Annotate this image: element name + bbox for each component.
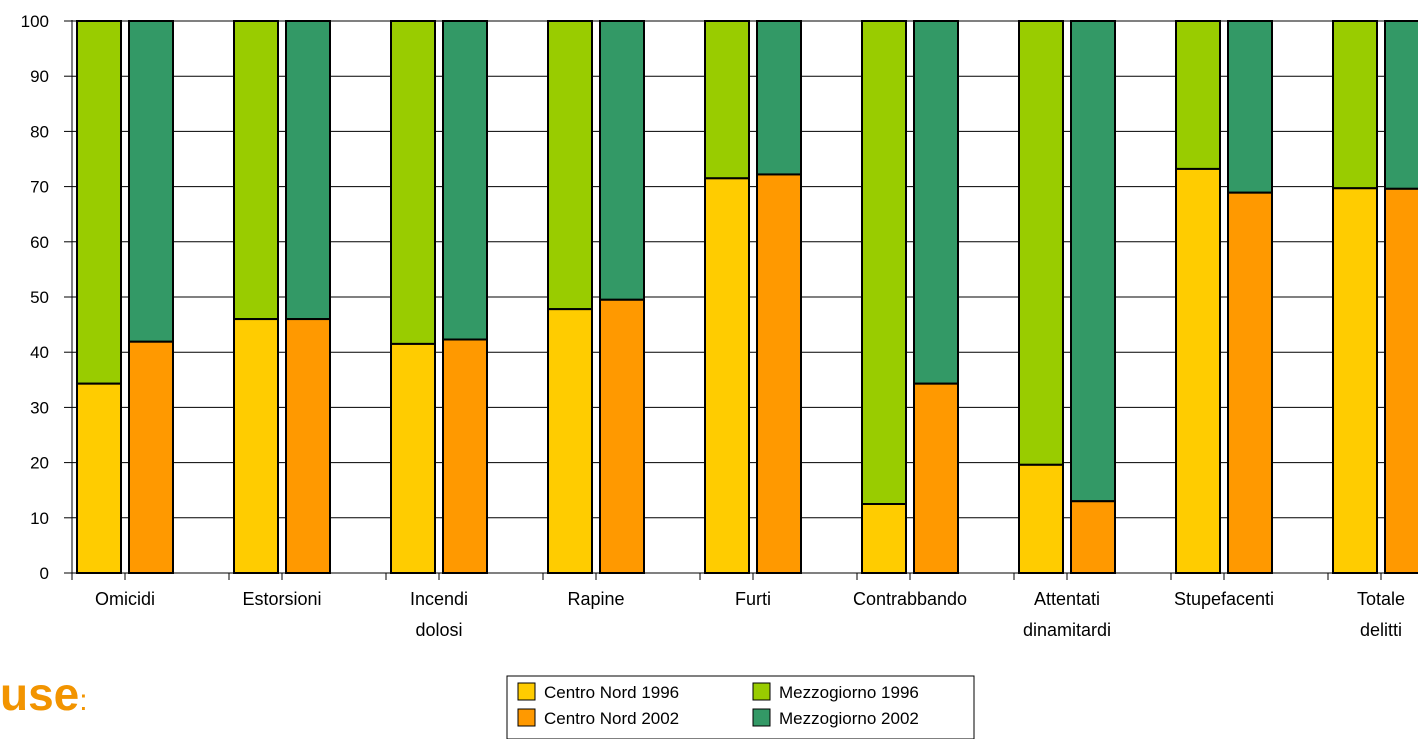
bar-centro-nord-2002 [1070,500,1116,574]
bar-mezzogiorno-2002 [1070,20,1116,503]
bar-mezzogiorno-1996 [704,20,750,180]
bar-centro-nord-2002 [599,298,645,574]
legend-swatch [517,708,536,727]
x-category-label: delitti [1360,620,1402,640]
x-category-label: Contrabbando [853,589,967,609]
bar-mezzogiorno-2002 [285,20,331,321]
partial-title-fragment: use: [0,671,88,717]
legend-swatch [752,682,771,701]
bar-centro-nord-2002 [1227,191,1273,574]
bar-mezzogiorno-1996 [233,20,279,321]
bar-mezzogiorno-2002 [128,20,174,343]
bar-centro-nord-1996 [704,177,750,574]
y-tick-label: 80 [30,122,49,141]
bars [76,20,1418,575]
x-category-label: Omicidi [95,589,155,609]
bar-centro-nord-1996 [1018,463,1064,575]
y-tick-label: 60 [30,233,49,252]
bar-mezzogiorno-1996 [1332,20,1378,190]
x-category-label: Incendi [410,589,468,609]
bar-centro-nord-2002 [1384,187,1418,574]
bar-mezzogiorno-1996 [1018,20,1064,466]
fragment-text: use [0,668,80,720]
x-category-label: Estorsioni [242,589,321,609]
y-tick-label: 30 [30,398,49,417]
y-tick-label: 20 [30,454,49,473]
x-category-label: dolosi [415,620,462,640]
bar-centro-nord-1996 [1332,187,1378,574]
x-category-label: Stupefacenti [1174,589,1274,609]
y-tick-label: 10 [30,509,49,528]
bar-centro-nord-2002 [128,340,174,574]
bar-mezzogiorno-1996 [547,20,593,311]
y-tick-label: 40 [30,343,49,362]
y-tick-label: 100 [21,12,49,31]
bar-mezzogiorno-2002 [913,20,959,385]
x-category-label: Rapine [567,589,624,609]
bar-mezzogiorno-1996 [390,20,436,345]
bar-mezzogiorno-2002 [442,20,488,341]
fragment-suffix: : [79,684,88,717]
bar-mezzogiorno-1996 [861,20,907,505]
legend-label: Mezzogiorno 2002 [779,709,919,728]
bar-centro-nord-1996 [547,308,593,574]
legend-label: Centro Nord 2002 [544,709,679,728]
bar-mezzogiorno-2002 [1384,20,1418,190]
bar-centro-nord-1996 [233,318,279,574]
bar-centro-nord-2002 [913,382,959,574]
x-category-labels: Omicidi Estorsioni Incendi dolosi Rapine Furt… [95,589,1405,640]
bar-centro-nord-2002 [756,173,802,574]
legend-label: Mezzogiorno 1996 [779,683,919,702]
x-category-label: Furti [735,589,771,609]
bar-centro-nord-1996 [76,382,122,574]
bar-mezzogiorno-2002 [1227,20,1273,194]
bar-centro-nord-1996 [1175,167,1221,574]
legend-swatch [752,708,771,727]
y-tick-label: 0 [40,564,49,583]
legend: Centro Nord 1996 Centro Nord 2002 Mezzogio… [506,675,975,739]
bar-centro-nord-1996 [390,342,436,575]
x-category-label: dinamitardi [1023,620,1111,640]
legend-label: Centro Nord 1996 [544,683,679,702]
bar-centro-nord-2002 [285,318,331,574]
bar-mezzogiorno-2002 [756,20,802,176]
bar-centro-nord-1996 [861,503,907,574]
y-tick-label: 90 [30,67,49,86]
y-tick-label: 50 [30,288,49,307]
legend-swatch [517,682,536,701]
x-category-label: Attentati [1034,589,1100,609]
bar-mezzogiorno-2002 [599,20,645,301]
bar-centro-nord-2002 [442,338,488,574]
y-tick-label: 70 [30,178,49,197]
bar-mezzogiorno-1996 [76,20,122,385]
y-tick-labels: 0 10 20 30 40 50 60 70 80 90 100 [21,12,72,583]
x-category-label: Totale [1357,589,1405,609]
bar-mezzogiorno-1996 [1175,20,1221,170]
legend-box [506,675,975,739]
